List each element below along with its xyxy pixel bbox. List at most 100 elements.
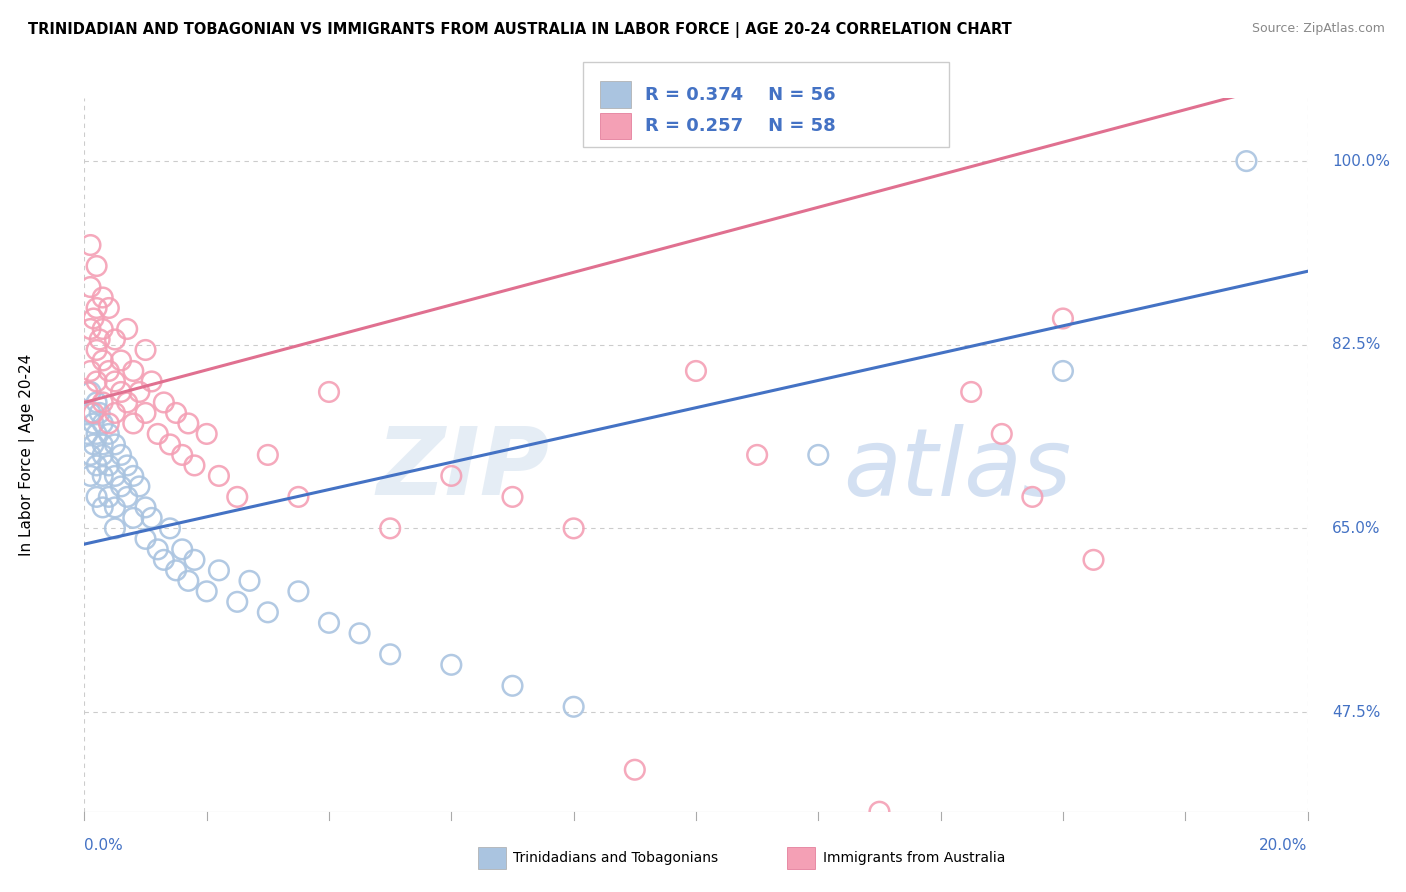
- Text: 0.0%: 0.0%: [84, 838, 124, 853]
- Point: [159, 521, 181, 535]
- Point: [86, 395, 108, 409]
- Point: [79, 448, 101, 462]
- Point: [135, 343, 157, 357]
- Point: [115, 322, 138, 336]
- Point: [110, 448, 132, 462]
- Point: [1234, 154, 1257, 169]
- Point: [104, 500, 127, 515]
- Point: [110, 353, 132, 368]
- Point: [97, 301, 120, 315]
- Point: [287, 584, 309, 599]
- Point: [115, 458, 138, 473]
- Point: [86, 458, 108, 473]
- Point: [91, 395, 114, 409]
- Point: [104, 469, 127, 483]
- Point: [76, 426, 98, 441]
- Point: [183, 458, 205, 473]
- Text: In Labor Force | Age 20-24: In Labor Force | Age 20-24: [20, 354, 35, 556]
- Point: [257, 448, 280, 462]
- Point: [349, 626, 371, 640]
- Point: [165, 563, 187, 577]
- Point: [91, 500, 114, 515]
- Text: 47.5%: 47.5%: [1331, 705, 1381, 720]
- Point: [238, 574, 260, 588]
- Point: [86, 490, 108, 504]
- Point: [122, 469, 145, 483]
- Point: [104, 406, 127, 420]
- Point: [141, 375, 163, 389]
- Point: [257, 605, 280, 619]
- Text: atlas: atlas: [842, 424, 1071, 515]
- Point: [91, 291, 114, 305]
- Point: [86, 259, 108, 273]
- Point: [380, 521, 402, 535]
- Point: [502, 679, 524, 693]
- Point: [97, 417, 120, 431]
- Text: ZIP: ZIP: [377, 423, 550, 516]
- Point: [440, 657, 463, 672]
- Point: [318, 615, 340, 630]
- Point: [86, 426, 108, 441]
- Point: [172, 542, 194, 557]
- Point: [380, 648, 402, 662]
- Point: [172, 448, 194, 462]
- Point: [153, 553, 176, 567]
- Point: [135, 406, 157, 420]
- Point: [89, 333, 111, 347]
- Point: [83, 311, 105, 326]
- Point: [97, 458, 120, 473]
- Point: [869, 805, 891, 819]
- Point: [97, 426, 120, 441]
- Point: [165, 406, 187, 420]
- Text: 20.0%: 20.0%: [1260, 838, 1308, 853]
- Text: Immigrants from Australia: Immigrants from Australia: [823, 851, 1005, 865]
- Point: [146, 426, 169, 441]
- Point: [135, 532, 157, 546]
- Text: Trinidadians and Tobagonians: Trinidadians and Tobagonians: [513, 851, 718, 865]
- Point: [287, 490, 309, 504]
- Point: [1052, 364, 1074, 378]
- Point: [76, 384, 98, 399]
- Point: [226, 490, 249, 504]
- Point: [807, 448, 830, 462]
- Point: [1083, 553, 1105, 567]
- Point: [153, 395, 176, 409]
- Point: [141, 511, 163, 525]
- Point: [208, 469, 231, 483]
- Point: [79, 322, 101, 336]
- Point: [135, 500, 157, 515]
- Point: [91, 469, 114, 483]
- Text: TRINIDADIAN AND TOBAGONIAN VS IMMIGRANTS FROM AUSTRALIA IN LABOR FORCE | AGE 20-: TRINIDADIAN AND TOBAGONIAN VS IMMIGRANTS…: [28, 22, 1012, 38]
- Point: [89, 406, 111, 420]
- Point: [79, 238, 101, 252]
- Text: 100.0%: 100.0%: [1331, 153, 1391, 169]
- Point: [183, 553, 205, 567]
- Point: [177, 574, 200, 588]
- Point: [104, 521, 127, 535]
- Point: [97, 364, 120, 378]
- Point: [83, 437, 105, 451]
- Text: Source: ZipAtlas.com: Source: ZipAtlas.com: [1251, 22, 1385, 36]
- Point: [440, 469, 463, 483]
- Point: [104, 437, 127, 451]
- Point: [318, 384, 340, 399]
- Point: [562, 699, 585, 714]
- Point: [91, 437, 114, 451]
- Point: [104, 333, 127, 347]
- Text: 65.0%: 65.0%: [1331, 521, 1381, 536]
- Point: [1052, 311, 1074, 326]
- Point: [97, 490, 120, 504]
- Point: [79, 384, 101, 399]
- Point: [685, 364, 707, 378]
- Point: [83, 417, 105, 431]
- Point: [91, 448, 114, 462]
- Point: [83, 406, 105, 420]
- Point: [79, 406, 101, 420]
- Point: [91, 353, 114, 368]
- Point: [177, 417, 200, 431]
- Point: [79, 280, 101, 294]
- Text: R = 0.257    N = 58: R = 0.257 N = 58: [645, 117, 837, 135]
- Point: [226, 595, 249, 609]
- Point: [86, 375, 108, 389]
- Point: [502, 490, 524, 504]
